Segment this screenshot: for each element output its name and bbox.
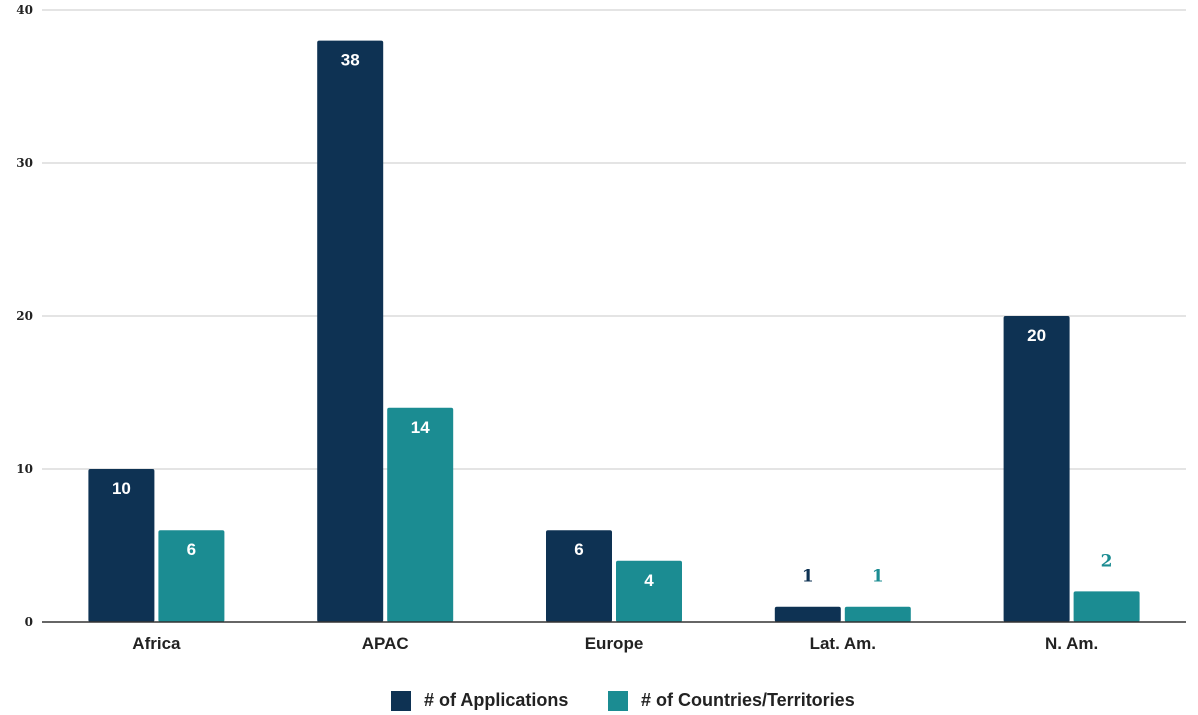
data-label: 38 (341, 51, 360, 70)
x-tick-label: Lat. Am. (810, 634, 876, 653)
legend-swatch (391, 691, 411, 711)
data-label: 1 (802, 567, 814, 587)
x-tick-label: N. Am. (1045, 634, 1098, 653)
y-tick-label: 0 (25, 615, 33, 629)
bar-countries (844, 606, 911, 622)
y-tick-label: 10 (16, 462, 33, 476)
x-tick-label: Africa (132, 634, 181, 653)
gridlines (42, 9, 1186, 470)
legend-label: # of Countries/Territories (641, 690, 855, 710)
x-axis-ticks: Africa APAC Europe Lat. Am. N. Am. (132, 634, 1098, 653)
bars (88, 40, 1140, 623)
data-label: 6 (187, 540, 196, 559)
data-label: 6 (574, 540, 583, 559)
data-label: 10 (112, 479, 131, 498)
data-labels: 10 6 38 14 6 4 1 1 20 2 (112, 51, 1113, 590)
bar-applications (774, 606, 841, 622)
bar-countries (158, 530, 225, 622)
y-axis-ticks: 0 10 20 30 40 (16, 3, 33, 629)
data-label: 14 (411, 418, 430, 437)
data-label: 4 (644, 571, 654, 590)
bar-applications (88, 469, 155, 622)
legend-swatch (608, 691, 628, 711)
bar-applications (317, 40, 384, 623)
x-tick-label: Europe (585, 634, 644, 653)
legend: # of Applications # of Countries/Territor… (391, 690, 855, 711)
bar-applications (546, 530, 612, 622)
bar-countries (1073, 591, 1140, 622)
y-tick-label: 30 (16, 156, 33, 170)
bar-applications (1003, 316, 1070, 622)
legend-label: # of Applications (424, 690, 568, 710)
data-label: 2 (1101, 551, 1113, 571)
bar-countries (387, 407, 454, 622)
x-tick-label: APAC (362, 634, 409, 653)
y-tick-label: 40 (16, 3, 33, 17)
data-label: 1 (872, 567, 884, 587)
data-label: 20 (1027, 326, 1046, 345)
bar-countries (616, 560, 682, 622)
y-tick-label: 20 (16, 309, 33, 323)
